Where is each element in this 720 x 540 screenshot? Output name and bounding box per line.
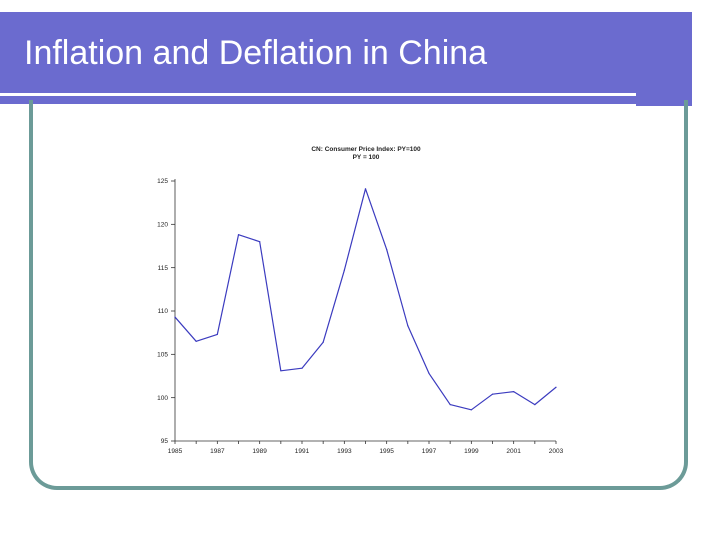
x-tick-label: 1989 (252, 448, 267, 455)
data-point (280, 370, 282, 372)
x-tick-label: 1995 (379, 448, 394, 455)
y-tick-label: 115 (158, 265, 169, 272)
x-tick-label: 2003 (549, 448, 564, 455)
y-tick-label: 95 (161, 438, 169, 445)
x-tick-label: 2001 (506, 448, 521, 455)
data-point (195, 340, 197, 342)
chart-title: CN: Consumer Price Index: PY=100 (311, 146, 421, 153)
data-point (237, 234, 240, 236)
data-point (407, 325, 409, 327)
data-point (343, 269, 345, 271)
data-point (513, 391, 515, 393)
slide-title: Inflation and Deflation in China (24, 34, 488, 72)
title-underline (0, 93, 636, 96)
x-tick-label: 1985 (168, 448, 183, 455)
y-tick-label: 125 (157, 178, 168, 185)
data-point (322, 341, 324, 343)
data-point (174, 316, 176, 318)
data-point (259, 241, 261, 243)
y-tick-label: 110 (158, 308, 169, 315)
data-point (386, 248, 388, 251)
x-tick-label: 1987 (210, 448, 225, 455)
data-point (491, 393, 494, 395)
y-tick-label: 100 (157, 395, 168, 402)
data-point (364, 188, 367, 190)
data-point (534, 404, 536, 406)
x-tick-label: 1999 (464, 448, 479, 455)
content-frame (29, 100, 688, 490)
series-line-0 (174, 188, 557, 411)
chart-marks (174, 188, 557, 411)
data-point (449, 404, 451, 406)
data-point (428, 372, 430, 374)
y-tick-label: 120 (157, 222, 168, 229)
title-bar (0, 12, 692, 104)
chart-subtitle: PY = 100 (353, 154, 380, 161)
y-tick-label: 105 (157, 352, 168, 359)
data-point (555, 386, 557, 388)
data-point (216, 333, 218, 335)
data-point (301, 367, 303, 369)
chart-axes: 95 100 105 110 115 120 125 1985 1987 1989 1991 1993… (157, 178, 563, 455)
data-point (470, 409, 472, 411)
x-tick-label: 1993 (337, 448, 352, 455)
x-tick-label: 1997 (422, 448, 437, 455)
x-tick-label: 1991 (295, 448, 310, 455)
